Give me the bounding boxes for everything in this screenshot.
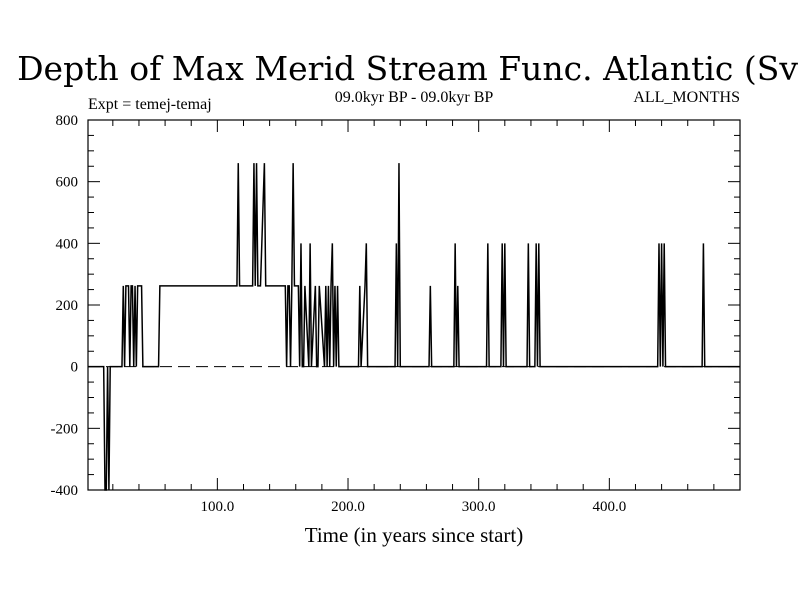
subtitle-right: ALL_MONTHS <box>633 89 740 106</box>
subtitle-left: Expt = temej-temaj <box>88 96 212 113</box>
y-tick-label: 800 <box>56 113 79 129</box>
x-tick-label: 200.0 <box>331 499 365 515</box>
y-tick-label: 600 <box>56 175 79 191</box>
y-tick-label: -200 <box>51 421 79 437</box>
y-tick-label: -400 <box>51 483 79 499</box>
axis-ticks <box>88 120 740 490</box>
subtitle-center: 09.0kyr BP - 09.0kyr BP <box>335 89 494 106</box>
y-tick-label: 0 <box>71 360 79 376</box>
axis-tick-labels: 100.0 200.0 300.0 400.0 -400 -200 0 200 400 600 80… <box>51 113 627 515</box>
y-tick-label: 400 <box>56 236 79 252</box>
x-tick-label: 100.0 <box>200 499 234 515</box>
plot-frame <box>87 119 741 491</box>
chart-title: Depth of Max Merid Stream Func. Atlantic… <box>17 49 800 88</box>
x-tick-label: 300.0 <box>462 499 496 515</box>
y-tick-label: 200 <box>56 298 79 314</box>
x-axis-label: Time (in years since start) <box>305 523 524 547</box>
series-line <box>88 163 740 491</box>
x-tick-label: 400.0 <box>592 499 626 515</box>
